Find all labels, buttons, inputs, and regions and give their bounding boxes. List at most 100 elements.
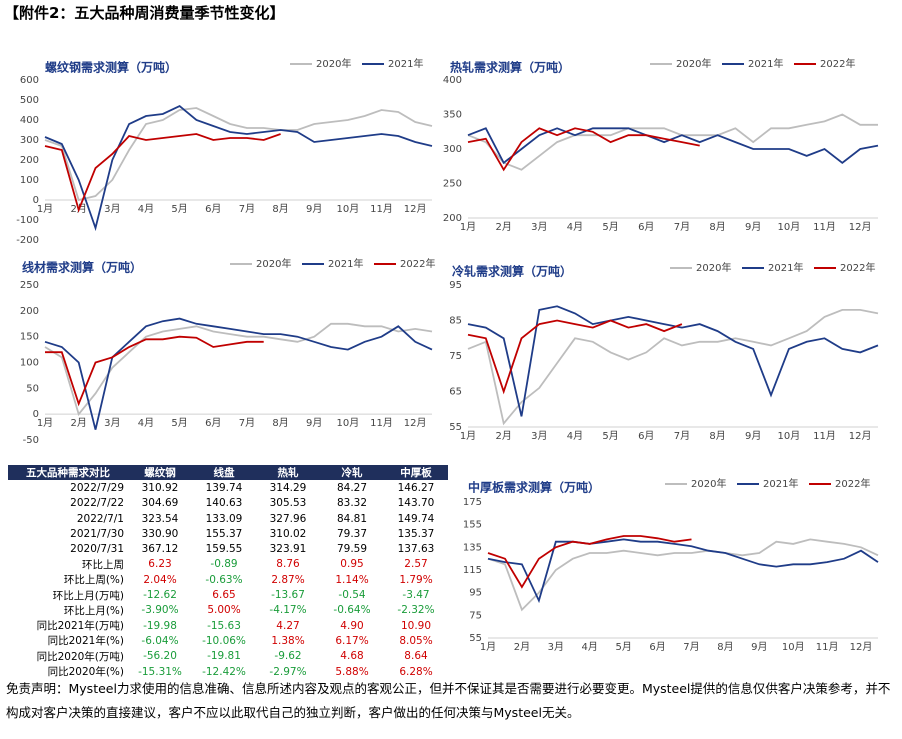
value-cell: 323.54: [141, 512, 179, 525]
value-cell: 10.90: [400, 619, 432, 632]
x-tick-label: 10月: [778, 430, 801, 442]
x-tick-label: 8月: [709, 221, 725, 233]
x-tick-label: 1月: [37, 203, 53, 215]
x-tick-label: 1月: [460, 221, 476, 233]
row-label: 同比2021年(%): [47, 635, 124, 648]
value-cell: -2.97%: [269, 665, 307, 678]
y-tick-label: 100: [20, 175, 39, 186]
y-tick-label: 400: [443, 75, 462, 86]
x-tick-label: 5月: [602, 430, 618, 442]
value-cell: 323.91: [269, 543, 307, 556]
value-cell: 314.29: [269, 481, 307, 494]
legend-label: 2021年: [748, 57, 783, 70]
y-tick-label: -50: [23, 435, 39, 446]
value-cell: 330.90: [141, 527, 179, 540]
header-cell: 热轧: [256, 465, 320, 481]
series-line: [467, 305, 879, 417]
value-cell: 4.90: [340, 619, 364, 632]
y-tick-label: 400: [20, 115, 39, 126]
legend-label: 2020年: [696, 261, 731, 274]
value-cell: 1.79%: [399, 573, 433, 586]
legend-label: 2020年: [316, 57, 351, 70]
value-cell: 159.55: [205, 543, 243, 556]
series-line: [487, 538, 879, 612]
x-tick-label: 1月: [460, 430, 476, 442]
y-tick-label: 250: [443, 179, 462, 190]
value-cell: 139.74: [205, 481, 243, 494]
x-tick-label: 12月: [850, 641, 873, 653]
header-cell: 五大品种需求对比: [8, 465, 128, 481]
x-tick-label: 9月: [745, 221, 761, 233]
row-label: 同比2020年(万吨): [36, 650, 124, 663]
legend-label: 2021年: [763, 477, 798, 490]
x-tick-label: 9月: [306, 203, 322, 215]
x-tick-label: 10月: [778, 221, 801, 233]
x-tick-label: 5月: [171, 203, 187, 215]
x-tick-label: 12月: [404, 417, 427, 429]
y-tick-label: 85: [449, 316, 462, 327]
y-tick-label: 135: [463, 542, 482, 553]
header-cell: 线盘: [192, 465, 256, 481]
chart-title: 线材需求测算（万吨）: [22, 260, 142, 275]
x-tick-label: 4月: [582, 641, 598, 653]
x-tick-label: 6月: [649, 641, 665, 653]
table-row: 环比上周(%) 2.04% -0.63% 2.87% 1.14% 1.79%: [8, 572, 448, 587]
value-cell: 4.68: [340, 650, 364, 663]
value-cell: 83.32: [336, 497, 368, 510]
value-cell: 8.05%: [399, 634, 433, 647]
series-line: [44, 107, 433, 202]
y-tick-label: 55: [469, 633, 482, 644]
value-cell: 1.38%: [271, 634, 305, 647]
value-cell: -12.62: [143, 589, 177, 602]
x-tick-label: 9月: [306, 417, 322, 429]
x-tick-label: 7月: [674, 221, 690, 233]
row-label: 2022/7/29: [70, 481, 124, 494]
y-tick-label: 55: [449, 422, 462, 433]
row-label: 环比上月(%): [63, 604, 124, 617]
series-line: [467, 127, 879, 165]
value-cell: 149.74: [397, 512, 435, 525]
x-tick-label: 11月: [813, 430, 836, 442]
value-cell: 84.27: [336, 481, 368, 494]
row-label: 环比上周: [82, 558, 124, 571]
table-row: 同比2020年(万吨) -56.20 -19.81 -9.62 4.68 8.64: [8, 649, 448, 664]
y-tick-label: 600: [20, 75, 39, 86]
value-cell: -19.81: [207, 650, 241, 663]
x-tick-label: 8月: [709, 430, 725, 442]
value-cell: -0.64%: [333, 604, 371, 617]
chart-title: 热轧需求测算（万吨）: [450, 60, 570, 75]
table-row: 2022/7/1 323.54 133.09 327.96 84.81 149.74: [8, 511, 448, 526]
value-cell: -10.06%: [202, 634, 246, 647]
value-cell: -15.31%: [138, 665, 182, 678]
row-label: 环比上周(%): [63, 574, 124, 587]
x-tick-label: 2月: [70, 417, 86, 429]
x-tick-label: 7月: [239, 417, 255, 429]
value-cell: -4.17%: [269, 604, 307, 617]
y-tick-label: 200: [20, 155, 39, 166]
row-label: 环比上月(万吨): [52, 589, 124, 602]
x-tick-label: 2月: [495, 430, 511, 442]
value-cell: 137.63: [397, 543, 435, 556]
table-row: 环比上月(万吨) -12.62 6.65 -13.67 -0.54 -3.47: [8, 587, 448, 602]
legend-label: 2021年: [328, 257, 363, 270]
value-cell: 310.92: [141, 481, 179, 494]
x-tick-label: 9月: [751, 641, 767, 653]
legend-label: 2021年: [388, 57, 423, 70]
value-cell: 5.00%: [207, 604, 241, 617]
x-tick-label: 5月: [602, 221, 618, 233]
value-cell: -0.63%: [205, 573, 243, 586]
x-tick-label: 3月: [104, 203, 120, 215]
value-cell: 79.59: [336, 543, 368, 556]
x-tick-label: 4月: [567, 221, 583, 233]
legend-label: 2022年: [400, 257, 435, 270]
x-tick-label: 11月: [370, 417, 393, 429]
y-tick-label: -100: [16, 215, 39, 226]
x-tick-label: 6月: [638, 221, 654, 233]
x-tick-label: 7月: [683, 641, 699, 653]
legend-label: 2022年: [820, 57, 855, 70]
value-cell: 79.37: [336, 527, 368, 540]
row-label: 同比2021年(万吨): [36, 620, 124, 633]
value-cell: 310.02: [269, 527, 307, 540]
y-tick-label: 350: [443, 110, 462, 121]
